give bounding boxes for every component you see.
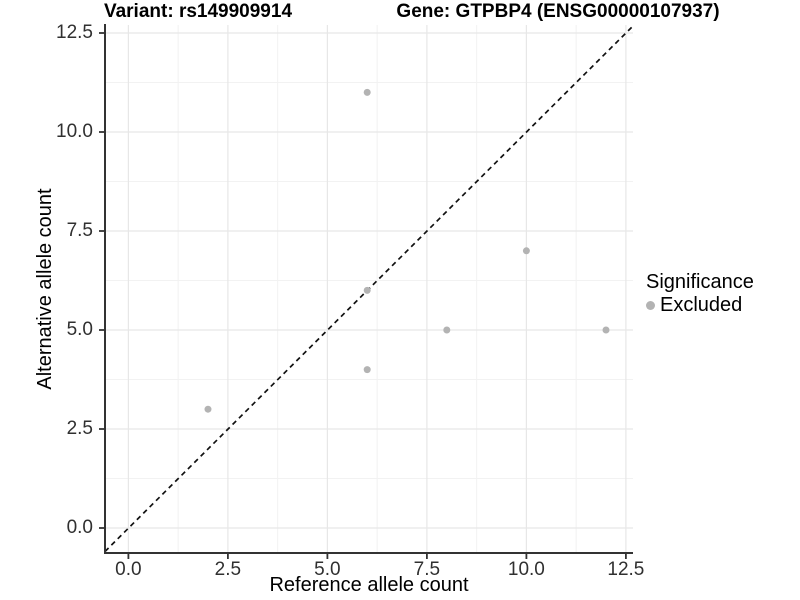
legend: Significance Excluded [646,271,754,317]
y-tick-label: 0.0 [66,517,93,538]
y-tick-label: 7.5 [66,220,93,241]
data-point [443,326,451,334]
axis-lines [104,24,633,554]
data-point [363,88,371,96]
axis-tick-marks [99,32,627,559]
y-tick-label: 2.5 [66,418,93,439]
legend-item-label: Excluded [660,294,743,316]
grid-minor [105,25,633,553]
x-tick-label: 5.0 [314,559,341,580]
x-axis-title: Reference allele count [269,574,469,596]
data-point [363,366,371,374]
data-point [204,405,212,413]
data-point [522,247,530,255]
grid-major [105,25,633,553]
x-tick-label: 0.0 [115,559,142,580]
x-tick-label: 7.5 [413,559,441,580]
plot-title-gene: Gene: GTPBP4 (ENSG00000107937) [396,1,720,22]
x-tick-label: 10.0 [507,559,545,580]
legend-key-dot-icon [646,301,655,310]
plot-title-variant: Variant: rs149909914 [103,1,293,22]
y-axis-title: Alternative allele count [34,188,56,390]
y-tick-label: 12.5 [56,22,93,43]
legend-items: Excluded [646,294,754,317]
y-tick-label: 10.0 [56,121,93,142]
x-tick-label: 2.5 [214,559,242,580]
legend-title: Significance [646,271,754,293]
data-point [602,326,610,334]
data-point [363,286,371,294]
data-points [204,88,610,413]
legend-item: Excluded [646,294,754,317]
x-tick-label: 12.5 [607,559,645,580]
y-tick-label: 5.0 [66,319,93,340]
